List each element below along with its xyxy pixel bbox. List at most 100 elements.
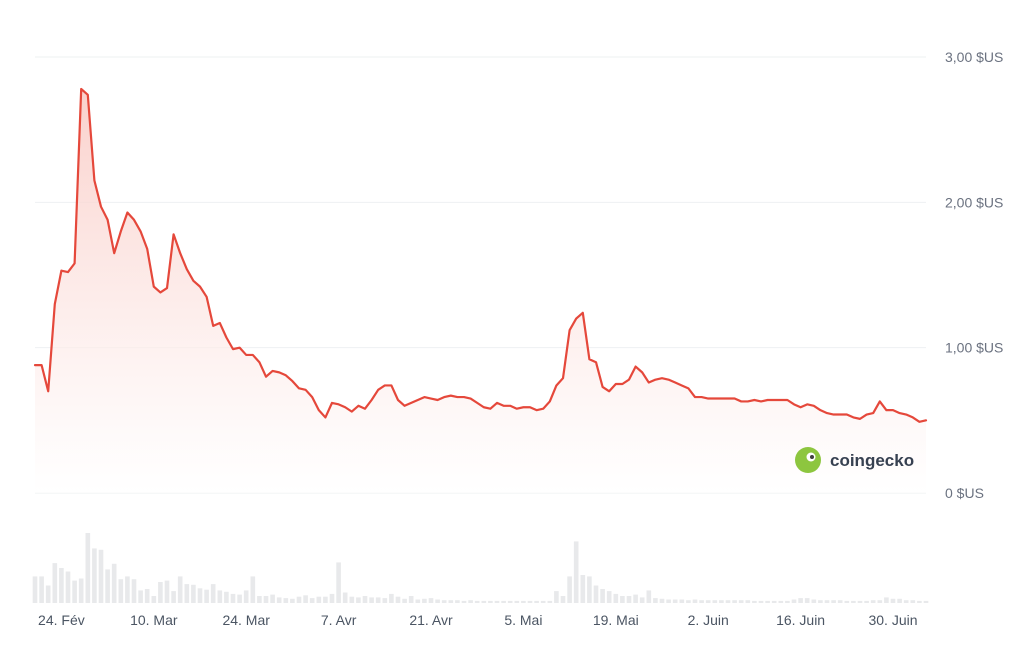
volume-bar bbox=[824, 600, 830, 603]
volume-bar bbox=[441, 600, 447, 603]
y-tick-label: 3,00 $US bbox=[945, 49, 1003, 65]
volume-bar bbox=[382, 598, 388, 603]
volume-bar bbox=[92, 548, 97, 603]
price-line bbox=[33, 87, 928, 423]
volume-bar bbox=[131, 579, 137, 603]
x-tick-label: 5. Mai bbox=[504, 612, 542, 628]
volume-bar bbox=[448, 600, 454, 603]
y-tick-label: 2,00 $US bbox=[945, 194, 1003, 210]
volume-bar bbox=[527, 600, 533, 603]
volume-bar bbox=[184, 584, 190, 603]
volume-bar bbox=[323, 596, 328, 603]
volume-bar bbox=[514, 600, 520, 603]
volume-bar bbox=[633, 594, 638, 603]
x-tick-label: 19. Mai bbox=[593, 612, 639, 628]
volume-bar bbox=[455, 600, 460, 603]
volume-bar bbox=[646, 590, 652, 603]
volume-bar bbox=[705, 600, 711, 603]
volume-bar bbox=[613, 593, 619, 603]
volume-bar bbox=[329, 593, 335, 603]
volume-bar bbox=[580, 575, 586, 603]
volume-bar bbox=[692, 599, 698, 603]
volume-bar bbox=[791, 599, 797, 603]
volume-bar bbox=[158, 582, 163, 603]
volume-bar bbox=[686, 600, 691, 603]
volume-bar bbox=[521, 600, 526, 603]
volume-bar bbox=[45, 585, 51, 603]
volume-bar bbox=[342, 592, 348, 603]
volume-bar bbox=[276, 597, 282, 603]
volume-bar bbox=[778, 600, 784, 603]
volume-bar bbox=[831, 600, 836, 603]
volume-bar bbox=[191, 584, 196, 603]
volume-bar bbox=[903, 600, 909, 603]
volume-bar bbox=[389, 593, 394, 603]
volume-bar bbox=[758, 600, 764, 603]
volume-bar bbox=[474, 600, 480, 603]
volume-bar bbox=[461, 600, 467, 603]
volume-bar bbox=[837, 600, 843, 603]
volume-bar bbox=[811, 599, 817, 603]
volume-bar bbox=[785, 600, 790, 603]
watermark-text: coingecko bbox=[830, 451, 914, 470]
volume-bar bbox=[283, 598, 289, 603]
volume-bar bbox=[679, 599, 685, 603]
volume-bar bbox=[224, 591, 229, 603]
volume-bar bbox=[494, 600, 500, 603]
volume-bar bbox=[39, 576, 44, 603]
price-area bbox=[35, 88, 926, 493]
volume-bar bbox=[567, 576, 572, 603]
volume-bar bbox=[316, 596, 322, 603]
x-axis-ticks: 24. Fév 10. Mar 24. Mar 7. Avr 21. Avr 5. Mai… bbox=[38, 612, 917, 628]
volume-bar bbox=[653, 598, 658, 603]
y-axis-ticks: 3,00 $US 2,00 $US 1,00 $US 0 $US bbox=[945, 49, 1003, 501]
volume-bar bbox=[732, 600, 737, 603]
volume-bar bbox=[547, 600, 553, 603]
volume-bar bbox=[375, 597, 381, 603]
volume-bar bbox=[560, 596, 566, 603]
volume-bar bbox=[699, 600, 704, 603]
x-tick-label: 24. Fév bbox=[38, 612, 85, 628]
volume-bar bbox=[884, 597, 889, 603]
volume-bar bbox=[105, 569, 110, 603]
volume-bar bbox=[217, 590, 223, 603]
volume-bar bbox=[125, 576, 130, 603]
volume-bar bbox=[798, 598, 803, 603]
volume-bar bbox=[738, 600, 744, 603]
volume-bar bbox=[59, 568, 64, 603]
volume-bar bbox=[666, 599, 671, 603]
volume-bar bbox=[923, 600, 929, 603]
volume-bar bbox=[481, 600, 487, 603]
volume-bar bbox=[336, 562, 341, 603]
volume-bars bbox=[32, 533, 929, 603]
volume-bar bbox=[712, 600, 718, 603]
volume-bar bbox=[534, 600, 539, 603]
volume-bar bbox=[263, 596, 269, 603]
volume-bar bbox=[719, 600, 724, 603]
volume-bar bbox=[620, 596, 625, 603]
volume-bar bbox=[600, 589, 605, 603]
volume-bar bbox=[164, 580, 170, 603]
volume-bar bbox=[362, 596, 368, 603]
x-tick-label: 30. Juin bbox=[868, 612, 917, 628]
gecko-pupil-icon bbox=[810, 455, 814, 459]
volume-bar bbox=[197, 588, 203, 603]
x-tick-label: 7. Avr bbox=[321, 612, 357, 628]
volume-bar bbox=[78, 578, 84, 603]
volume-bar bbox=[243, 590, 249, 603]
x-tick-label: 2. Juin bbox=[688, 612, 729, 628]
volume-bar bbox=[752, 600, 757, 603]
volume-bar bbox=[177, 576, 183, 603]
volume-bar bbox=[356, 597, 361, 603]
volume-bar bbox=[290, 598, 295, 603]
volume-bar bbox=[118, 579, 124, 603]
y-tick-label: 0 $US bbox=[945, 485, 984, 501]
volume-bar bbox=[435, 599, 440, 603]
x-tick-label: 10. Mar bbox=[130, 612, 178, 628]
volume-bar bbox=[540, 600, 546, 603]
volume-bar bbox=[138, 590, 143, 603]
volume-bar bbox=[408, 596, 414, 603]
volume-bar bbox=[303, 595, 308, 603]
volume-bar bbox=[725, 600, 731, 603]
volume-bar bbox=[897, 598, 902, 603]
